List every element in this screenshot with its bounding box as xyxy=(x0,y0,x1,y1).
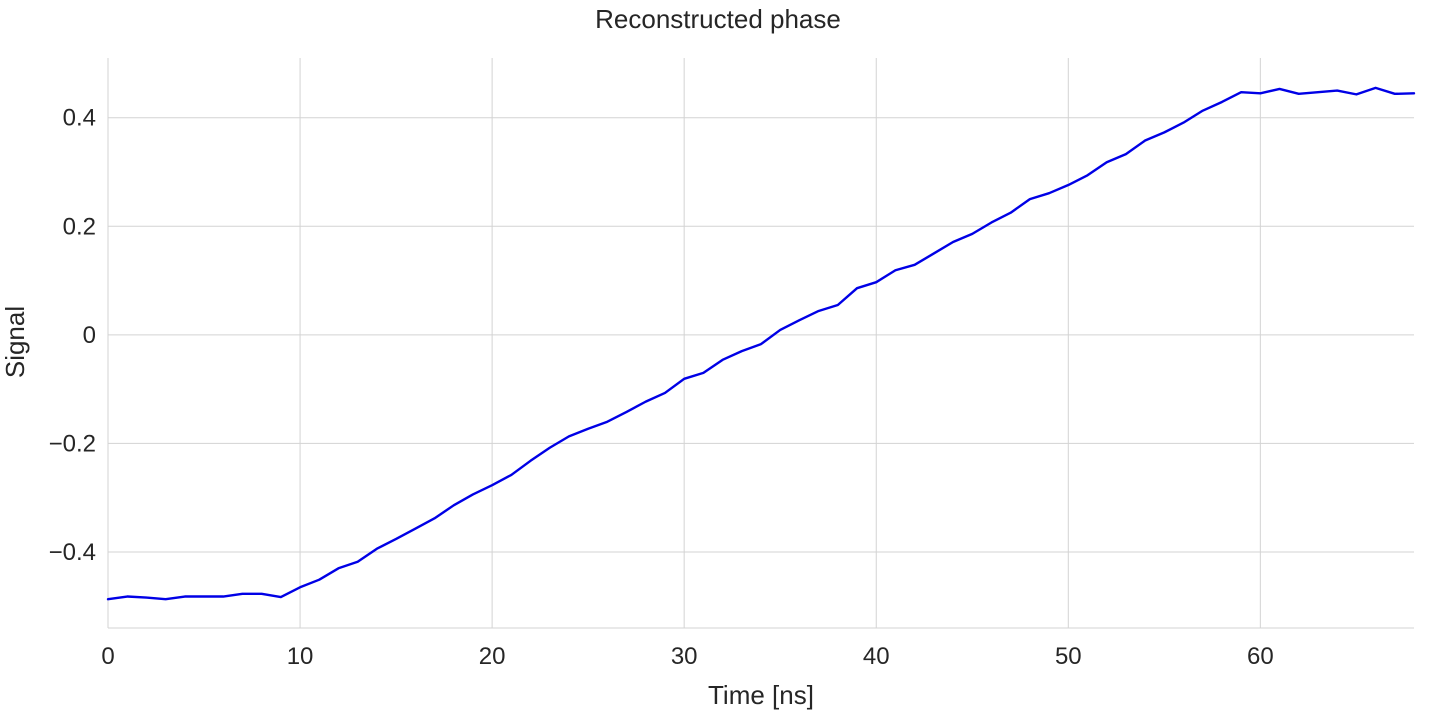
x-tick-label: 30 xyxy=(671,643,698,670)
x-tick-label: 40 xyxy=(863,643,890,670)
y-axis-label: Signal xyxy=(0,306,30,378)
y-tick-labels: −0.4 −0.2 0 0.2 0.4 xyxy=(49,105,96,566)
x-tick-label: 50 xyxy=(1055,643,1082,670)
x-tick-label: 60 xyxy=(1247,643,1274,670)
x-tick-labels: 0 10 20 30 40 50 60 xyxy=(101,643,1273,670)
y-gridlines xyxy=(108,117,1414,553)
y-tick-label: 0 xyxy=(83,322,96,349)
y-tick-label: 0.2 xyxy=(63,213,96,240)
series-group xyxy=(106,86,1416,601)
x-tick-label: 20 xyxy=(479,643,506,670)
x-axis-label: Time [ns] xyxy=(708,680,814,710)
x-gridlines xyxy=(107,58,1414,629)
series-line xyxy=(106,86,1416,601)
y-tick-label: 0.4 xyxy=(63,105,96,132)
x-tick-label: 10 xyxy=(287,643,314,670)
x-tick-label: 0 xyxy=(101,643,114,670)
y-tick-label: −0.4 xyxy=(49,539,96,566)
chart-title: Reconstructed phase xyxy=(595,4,841,34)
y-tick-label: −0.2 xyxy=(49,430,96,457)
